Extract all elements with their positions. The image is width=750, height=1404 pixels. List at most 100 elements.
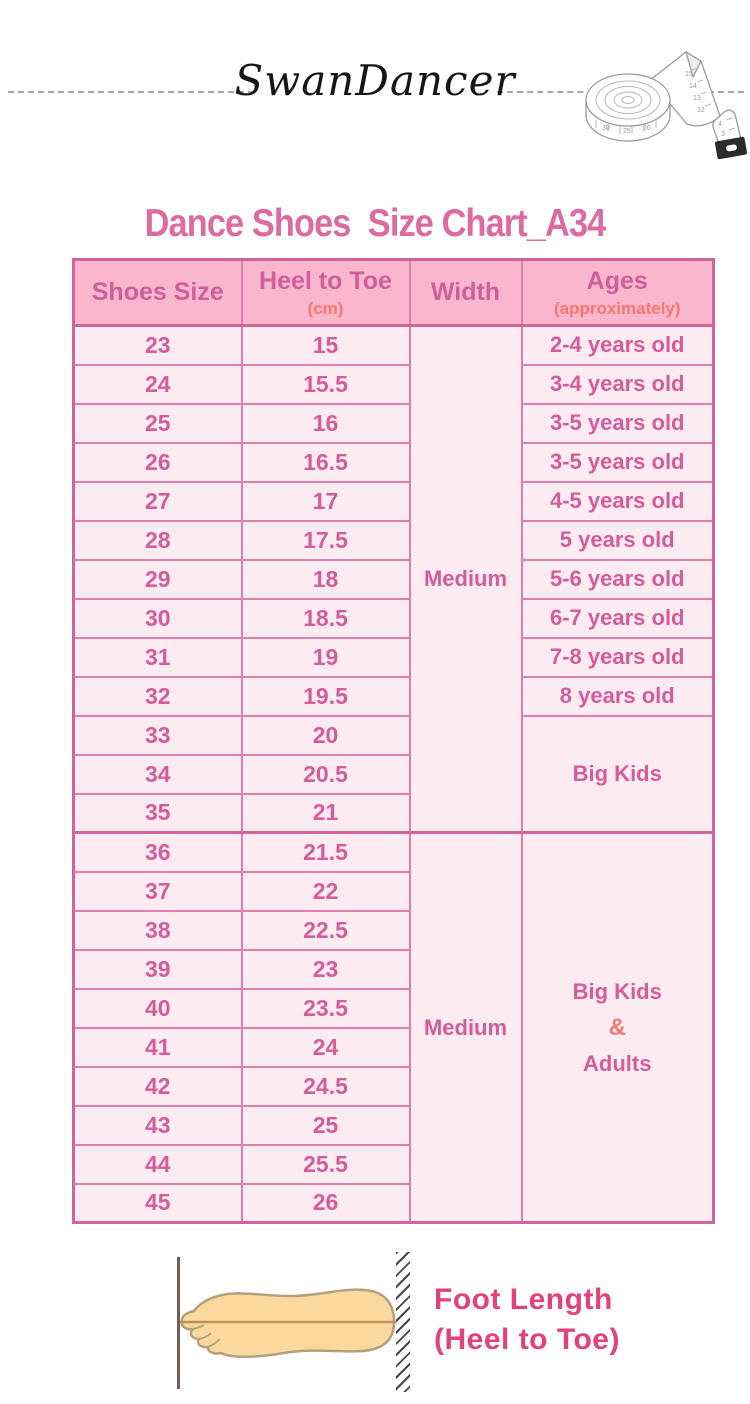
col-header-heel-unit: (cm) [307, 298, 344, 318]
table-row: 34 20.5 [72, 753, 714, 795]
cell-size: 23 [72, 324, 243, 366]
cell-cm: 24 [240, 1026, 411, 1068]
cell-cm: 19.5 [240, 675, 411, 717]
cell-size: 24 [72, 363, 243, 405]
cell-age: 3-5 years old [520, 441, 715, 483]
svg-text:3: 3 [721, 131, 725, 138]
table-row: 41 24 [72, 1026, 714, 1068]
cell-size: 31 [72, 636, 243, 678]
cell-age: 3-4 years old [520, 363, 715, 405]
cell-age: 4-5 years old [520, 480, 715, 522]
table-row: 26 16.5 3-5 years old [72, 441, 715, 483]
cell-size: 42 [72, 1065, 243, 1107]
svg-text:20: 20 [643, 125, 651, 132]
cell-cm: 18 [240, 558, 411, 600]
cell-cm: 16 [240, 402, 411, 444]
measure-start-line [177, 1257, 180, 1389]
cell-size: 43 [72, 1104, 243, 1146]
cell-size: 25 [72, 402, 243, 444]
table-row: 39 23 [72, 948, 714, 990]
cell-cm: 16.5 [240, 441, 411, 483]
table-row: 31 19 7-8 years old [72, 636, 715, 678]
cell-size: 33 [72, 714, 243, 756]
cell-cm: 25 [240, 1104, 411, 1146]
cell-size: 39 [72, 948, 243, 990]
cell-age: 5 years old [520, 519, 715, 561]
cell-cm: 21.5 [240, 831, 411, 873]
measure-wall-hatch [396, 1252, 410, 1392]
cell-cm: 22 [240, 870, 411, 912]
cell-age: 3-5 years old [520, 402, 715, 444]
cell-cm: 25.5 [240, 1143, 411, 1185]
col-header-ages-sub: (approximately) [553, 298, 681, 318]
cell-cm: 21 [240, 792, 411, 834]
svg-text:15: 15 [685, 71, 693, 78]
table-row: 45 26 [72, 1182, 714, 1224]
cell-size: 29 [72, 558, 243, 600]
cell-size: 37 [72, 870, 243, 912]
cell-cm: 24.5 [240, 1065, 411, 1107]
cell-size: 28 [72, 519, 243, 561]
svg-text:4: 4 [718, 121, 722, 128]
cell-cm: 23.5 [240, 987, 411, 1029]
width-group-kids: Medium [408, 324, 523, 834]
table-row: 25 16 3-5 years old [72, 402, 715, 444]
table-row: 42 24.5 [72, 1065, 714, 1107]
cell-cm: 20 [240, 714, 411, 756]
cell-cm: 15.5 [240, 363, 411, 405]
svg-text:14: 14 [689, 83, 697, 90]
cell-cm: 23 [240, 948, 411, 990]
cell-size: 41 [72, 1026, 243, 1068]
table-row: 30 18.5 6-7 years old [72, 597, 715, 639]
svg-text:13: 13 [693, 95, 701, 102]
col-header-width: Width [408, 258, 523, 327]
cell-size: 38 [72, 909, 243, 951]
age-group-adults-line1: Big Kids [572, 978, 662, 1004]
cell-size: 32 [72, 675, 243, 717]
cell-size: 34 [72, 753, 243, 795]
col-header-shoes-size: Shoes Size [72, 258, 243, 327]
cell-size: 35 [72, 792, 243, 834]
table-row: 37 22 [72, 870, 714, 912]
ampersand: & [608, 1013, 626, 1041]
cell-size: 30 [72, 597, 243, 639]
table-row: 38 22.5 [72, 909, 714, 951]
cell-age: 7-8 years old [520, 636, 715, 678]
cell-cm: 17.5 [240, 519, 411, 561]
age-group-adults-line3: Adults [583, 1050, 652, 1076]
table-row: 35 21 [72, 792, 714, 834]
col-header-heel-to-toe: Heel to Toe (cm) [240, 258, 411, 327]
age-group-big-kids: Big Kids [520, 714, 715, 834]
cell-cm: 17 [240, 480, 411, 522]
table-row: 32 19.5 8 years old [72, 675, 715, 717]
foot-length-label-line2: (Heel to Toe) [434, 1323, 620, 1356]
svg-text:12: 12 [697, 107, 705, 114]
cell-size: 26 [72, 441, 243, 483]
table-row: 24 15.5 3-4 years old [72, 363, 715, 405]
table-row: 23 15 Medium 2-4 years old [72, 324, 715, 834]
cell-size: 40 [72, 987, 243, 1029]
cell-age: 2-4 years old [520, 324, 715, 366]
foot-illustration [180, 1288, 396, 1359]
foot-length-label-line1: Foot Length [434, 1283, 613, 1316]
cell-size: 44 [72, 1143, 243, 1185]
table-row: 44 25.5 [72, 1143, 714, 1185]
table-row: 40 23.5 [72, 987, 714, 1029]
table-row: 28 17.5 5 years old [72, 519, 715, 561]
cell-cm: 22.5 [240, 909, 411, 951]
cell-size: 45 [72, 1182, 243, 1224]
cell-cm: 26 [240, 1182, 411, 1224]
table-row: 27 17 4-5 years old [72, 480, 715, 522]
size-chart-table: Shoes Size Heel to Toe (cm) Width Ages (… [72, 258, 715, 1224]
cell-cm: 15 [240, 324, 411, 366]
cell-size: 36 [72, 831, 243, 873]
page-title: Dance Shoes Size Chart_A34 [144, 202, 607, 246]
col-header-ages: Ages (approximately) [520, 258, 715, 327]
cell-cm: 19 [240, 636, 411, 678]
table-row: 36 21.5 Medium Big Kids & Adults [72, 831, 715, 1224]
foot-length-label: Foot Length (Heel to Toe) [434, 1280, 620, 1360]
cell-cm: 18.5 [240, 597, 411, 639]
cell-age: 8 years old [520, 675, 715, 717]
header-row: Shoes Size Heel to Toe (cm) Width Ages (… [72, 258, 715, 327]
